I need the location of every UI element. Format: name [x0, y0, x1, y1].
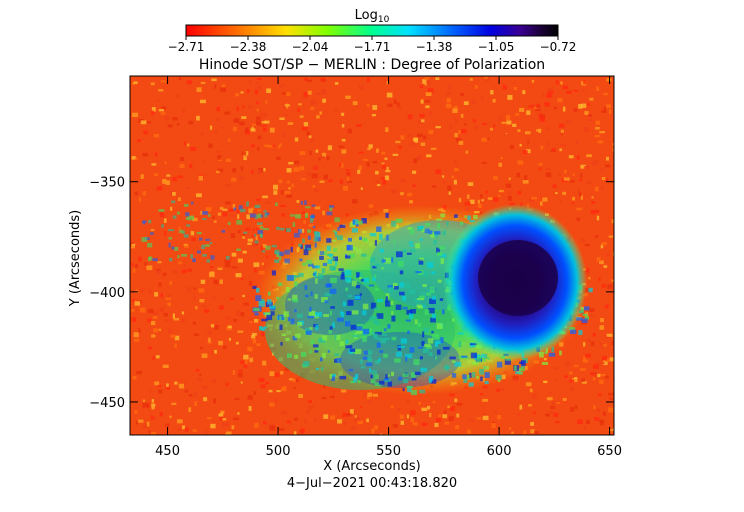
- colorbar-label: Log10: [355, 8, 390, 25]
- x-tick-label: 500: [266, 444, 291, 459]
- x-tick-label: 600: [487, 444, 512, 459]
- polarization-map: [130, 76, 614, 435]
- colorbar-tick-label: −2.04: [292, 40, 329, 54]
- colorbar-tick-label: −1.05: [478, 40, 515, 54]
- y-axis-label: Y (Arcseconds): [68, 210, 83, 307]
- x-tick-label: 650: [597, 444, 622, 459]
- colorbar-ticks: −2.71 −2.38 −2.04 −1.71 −1.38 −1.05 −0.72: [168, 36, 577, 54]
- y-tick-label: −400: [89, 286, 125, 301]
- colorbar-tick-label: −2.71: [168, 40, 205, 54]
- colorbar-tick-label: −0.72: [540, 40, 577, 54]
- x-axis: 450 500 550 600 650: [155, 76, 622, 459]
- x-tick-label: 450: [155, 444, 180, 459]
- x-axis-label: X (Arcseconds): [323, 459, 420, 474]
- timestamp: 4−Jul−2021 00:43:18.820: [287, 476, 457, 491]
- colorbar: [185, 24, 559, 37]
- x-tick-label: 550: [376, 444, 401, 459]
- y-axis: −350 −400 −450: [89, 176, 614, 411]
- y-tick-label: −350: [89, 176, 125, 191]
- colorbar-tick-label: −1.38: [416, 40, 453, 54]
- colorbar-tick-label: −2.38: [230, 40, 267, 54]
- colorbar-tick-label: −1.71: [354, 40, 391, 54]
- y-tick-label: −450: [89, 396, 125, 411]
- plot-title: Hinode SOT/SP − MERLIN : Degree of Polar…: [199, 57, 545, 73]
- plot-frame: [129, 75, 615, 436]
